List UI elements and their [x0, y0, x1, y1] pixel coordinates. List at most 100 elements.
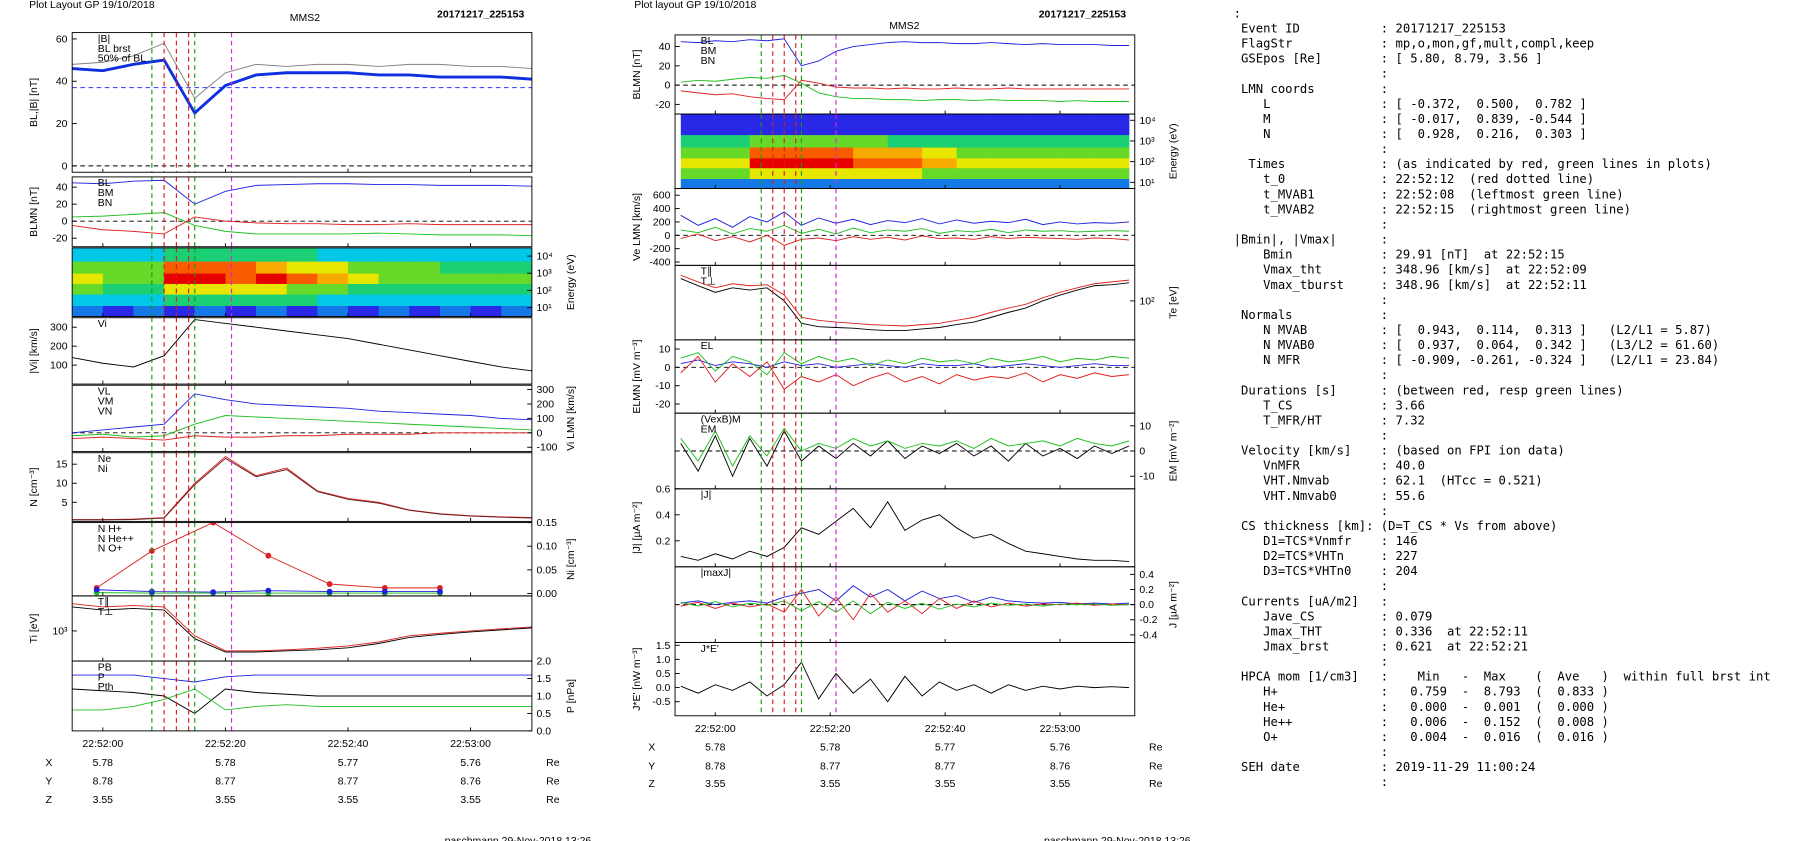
spectrogram-cell [72, 247, 104, 262]
spectrogram-cell [317, 305, 349, 317]
panel [675, 34, 1135, 115]
spectrogram-cell [439, 273, 471, 284]
footer: paschmann 29-Nov-2018 13:26 [1044, 836, 1191, 841]
coord-cell: Re [1149, 779, 1163, 790]
legend-entry: BN [701, 56, 716, 67]
series-line [72, 688, 532, 715]
listing-line: LMN coords : [1234, 82, 1388, 96]
listing-line: VHT.Nmvab : 62.1 (HTcc = 0.521) [1234, 474, 1543, 488]
y-tick-label: 0 [62, 217, 68, 228]
y-tick-label: 400 [653, 204, 671, 215]
y-axis-label: BL,|B| [nT] [29, 78, 40, 127]
y-tick-label: -400 [649, 258, 670, 269]
listing-line: : [1234, 775, 1388, 789]
legend-entry: VM [98, 396, 114, 407]
spectrogram-cell [133, 261, 165, 274]
y-tick-label: -100 [537, 443, 558, 454]
panel [72, 247, 532, 317]
legend-entry: 50% of BL [98, 54, 146, 65]
legend-entry: VN [98, 406, 113, 417]
series-line [680, 600, 1130, 615]
legend-entry: BL brst [98, 44, 131, 55]
coord-cell: 3.55 [460, 795, 481, 806]
spectrogram-cell [72, 283, 104, 295]
spectrogram-cell [749, 178, 785, 189]
spectrogram-cell [501, 261, 532, 274]
spectrogram-cell [164, 283, 196, 295]
spectrogram-cell [102, 294, 134, 306]
y-axis-label: |Vi| [km/s] [29, 328, 40, 373]
spectrogram-cell [470, 261, 502, 274]
spectrogram-cell [991, 114, 1026, 136]
listing-line: : [1234, 67, 1388, 81]
legend-entry: N H+ [98, 524, 122, 535]
y-tick-label: 0.0 [656, 683, 671, 694]
coord-cell: 5.77 [935, 743, 956, 754]
spectrogram-cell [680, 178, 716, 189]
series-line [72, 456, 532, 521]
coord-cell: 8.77 [935, 761, 956, 772]
legend-entry: |B| [98, 34, 110, 45]
y-axis-label: J*E' [nW m⁻³] [632, 647, 643, 710]
spectrogram-cell [225, 247, 257, 262]
panel-frame [674, 264, 1136, 341]
coord-cell: Z [46, 795, 53, 806]
listing-line: Times : (as indicated by red, green line… [1234, 157, 1712, 171]
series-line [680, 355, 1130, 390]
spectrogram-cell [680, 134, 716, 148]
panel-frame [674, 488, 1136, 568]
coord-cell: Y [648, 761, 655, 772]
spectrogram-cell [378, 273, 410, 284]
spectrogram-cell [680, 114, 716, 136]
spectrogram-cell [853, 147, 889, 159]
spectrogram-cell [286, 283, 318, 295]
y-tick-label: 1.5 [537, 674, 552, 685]
y-tick-label: 0 [665, 81, 671, 92]
spectrogram-cell [818, 147, 854, 159]
y-axis-label: Ni [cm⁻³] [566, 538, 577, 580]
coord-cell: 5.78 [705, 743, 726, 754]
spectrogram-cell [256, 247, 288, 262]
spectrogram-cell [348, 273, 380, 284]
spectrogram-cell [1094, 157, 1130, 169]
y-tick-label: 10⁴ [537, 252, 553, 263]
spectrogram-cell [956, 157, 992, 169]
spectrogram-cell [922, 157, 957, 169]
spectrogram-cell [133, 273, 165, 284]
spectrogram-cell [749, 147, 785, 159]
spectrogram-cell [1094, 167, 1130, 180]
coord-cell: 3.55 [338, 795, 359, 806]
y-tick-label: 15 [56, 460, 68, 471]
spectrogram-cell [956, 134, 992, 148]
spectrogram-cell [256, 283, 288, 295]
y-tick-label: 10² [1139, 296, 1155, 307]
listing-line: O+ : 0.004 - 0.016 ( 0.016 ) [1234, 730, 1609, 744]
spectrogram-cell [286, 261, 318, 274]
legend-entry: PB [98, 662, 112, 673]
spectrogram-cell [164, 273, 196, 284]
coord-cell: 8.78 [705, 761, 726, 772]
spectrogram-cell [749, 157, 785, 169]
spectrogram-cell [164, 247, 196, 262]
x-tick-label: 22:52:00 [695, 724, 736, 735]
legend-entry: Ni [98, 464, 108, 475]
listing-line: : [1234, 6, 1241, 20]
listing-line: : [1234, 217, 1388, 231]
legend-entry: VL [98, 387, 111, 398]
plot-header: Plot layout GP 19/10/2018 [634, 0, 756, 11]
series-line [72, 415, 532, 438]
y-axis-label: Energy (eV) [1169, 123, 1180, 179]
spectrogram-cell [1025, 157, 1061, 169]
spectrogram-cell [887, 157, 923, 169]
spectrogram-cell [348, 283, 380, 295]
legend-entry: EL [701, 341, 714, 352]
series-line [680, 224, 1130, 235]
spectrogram-cell [501, 294, 532, 306]
spectrogram-cell [72, 305, 104, 317]
series-line [72, 212, 532, 237]
panel [680, 114, 1130, 189]
coord-cell: Y [45, 776, 52, 787]
y-tick-label: -10 [1139, 472, 1154, 483]
coord-cell: 5.78 [93, 758, 114, 769]
